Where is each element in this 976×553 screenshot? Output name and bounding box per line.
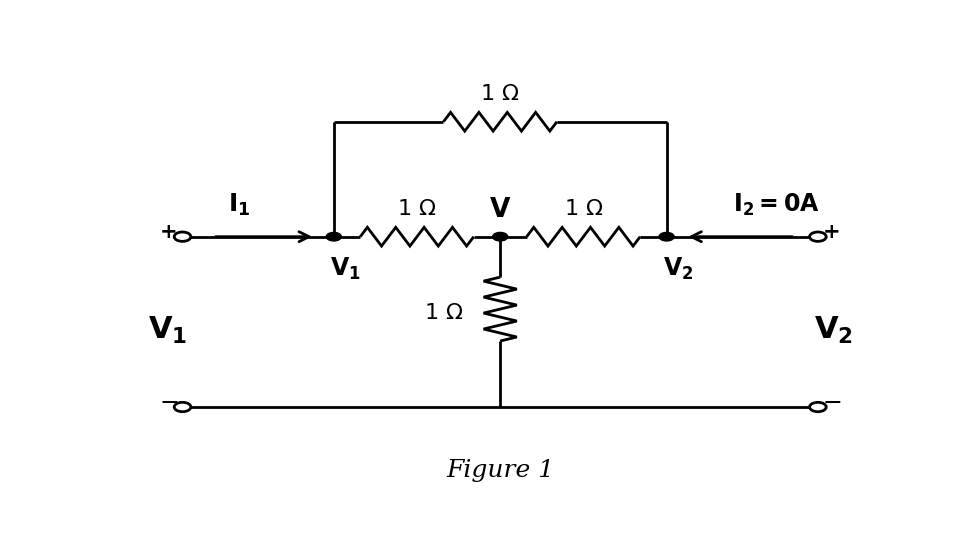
Text: Figure 1: Figure 1 [446,460,554,482]
Circle shape [326,232,342,241]
Text: +: + [160,222,178,242]
Circle shape [174,403,191,411]
Text: $\mathbf{V_1}$: $\mathbf{V_1}$ [147,315,187,346]
Circle shape [174,232,191,241]
Text: $\mathbf{V_2}$: $\mathbf{V_2}$ [814,315,852,346]
Text: $\mathbf{V_1}$: $\mathbf{V_1}$ [330,255,360,281]
Circle shape [493,232,508,241]
Text: $1\ \Omega$: $1\ \Omega$ [424,304,464,324]
Circle shape [659,232,674,241]
Text: $1\ \Omega$: $1\ \Omega$ [564,199,603,219]
Text: $\mathbf{V}$: $\mathbf{V}$ [489,196,511,222]
Text: $\mathbf{I_2}$$\mathbf{= 0A}$: $\mathbf{I_2}$$\mathbf{= 0A}$ [733,192,820,218]
Text: $1\ \Omega$: $1\ \Omega$ [480,84,520,104]
Text: $\mathbf{V_2}$: $\mathbf{V_2}$ [663,255,693,281]
Text: $-$: $-$ [822,389,841,413]
Circle shape [809,232,827,241]
Text: $-$: $-$ [159,389,179,413]
Text: +: + [823,222,840,242]
Text: $1\ \Omega$: $1\ \Omega$ [397,199,436,219]
Circle shape [809,403,827,411]
Text: $\mathbf{I_1}$: $\mathbf{I_1}$ [228,192,251,218]
